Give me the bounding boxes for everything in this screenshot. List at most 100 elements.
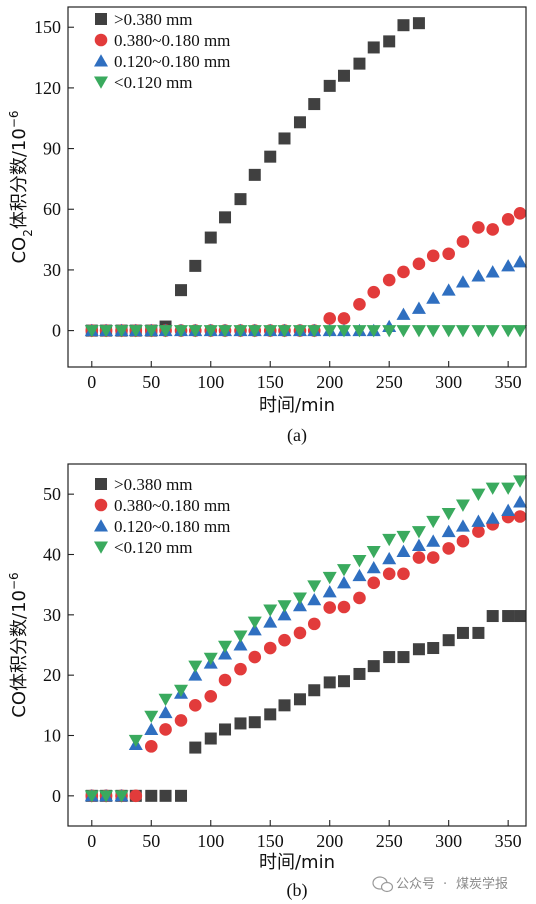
panel-b-legend-marker: [95, 478, 107, 490]
panel-b-data-point: [308, 684, 321, 697]
panel-b-data-point: [264, 708, 277, 721]
panel-a-data-point: [308, 98, 321, 111]
panel-a-data-point: [218, 325, 233, 338]
panel-a-y-tick-label: 90: [43, 139, 61, 159]
panel-a-data-point: [99, 325, 114, 338]
panel-b-data-point: [456, 626, 469, 639]
panel-a-data-point: [471, 325, 486, 338]
panel-b-data-point: [323, 601, 337, 614]
panel-b-data-point: [174, 684, 189, 698]
panel-b-data-point: [292, 592, 307, 605]
panel-b-data-point: [129, 789, 143, 803]
panel-a-data-point: [396, 307, 411, 320]
panel-a-data-point: [513, 255, 528, 268]
panel-b-plot-frame: [67, 463, 527, 827]
panel-b-legend-marker: [94, 541, 108, 554]
panel-b-data-point: [485, 482, 500, 495]
panel-b-data-point: [233, 630, 248, 643]
panel-a-data-point: [382, 273, 396, 287]
panel-b-data-point: [455, 499, 470, 512]
panel-b-data-point: [382, 533, 397, 547]
panel-b-data-point: [158, 693, 173, 707]
panel-a-data-point: [501, 259, 516, 272]
watermark-text-a: 公众号: [396, 877, 435, 892]
panel-a-data-point: [411, 301, 426, 314]
panel-b-data-point: [367, 660, 380, 673]
panel-b-data-point: [442, 542, 455, 555]
panel-b-data-point: [307, 617, 321, 631]
panel-b-data-point: [366, 560, 381, 574]
panel-b-data-point: [218, 673, 232, 687]
panel-a-data-point: [204, 231, 217, 244]
panel-b-data-point: [441, 507, 456, 521]
panel-a-data-point: [353, 298, 366, 311]
panel-a-data-point: [188, 325, 203, 338]
panel-b-data-point: [366, 545, 381, 559]
panel-b-data-point: [188, 699, 202, 712]
panel-b-ticks: 0 50 100 150 200 250 300 350 0 10 20 30 40 50: [43, 484, 522, 851]
panel-b-x-tick-label: 200: [316, 831, 343, 851]
panel-a-data-point: [248, 168, 261, 181]
panel-b-data-point: [277, 600, 292, 613]
panel-a-x-tick-label: 200: [316, 372, 343, 392]
panel-a-data-point: [278, 132, 291, 145]
panel-b-x-tick-label: 300: [435, 831, 462, 851]
panel-b-data-point: [513, 495, 528, 508]
panel-b-data-point: [219, 723, 232, 736]
panel-b-data-point: [501, 482, 516, 495]
panel-b-data-point: [353, 667, 366, 680]
panel-a-data-point: [366, 325, 381, 338]
panel-b-y-tick-label: 0: [52, 786, 61, 806]
panel-b-data-point: [307, 580, 322, 593]
panel-a-legend-marker: [94, 54, 108, 67]
panel-b-data-point: [397, 567, 410, 581]
panel-a-data-point: [382, 325, 397, 338]
panel-a-data-point: [456, 235, 470, 248]
panel-b-data-point: [337, 675, 350, 688]
panel-a-legend-label: >0.380 mm: [114, 10, 193, 29]
panel-a-data-point: [441, 283, 456, 296]
panel-a-y-tick-label: 150: [34, 17, 61, 37]
panel-b-data-point: [234, 717, 247, 730]
panel-a-data-point: [114, 325, 129, 338]
panel-a-series-3: [84, 325, 528, 338]
panel-a-data-point: [486, 223, 499, 236]
panel-b-data-point: [456, 534, 470, 548]
panel-b-data-point: [441, 524, 456, 538]
panel-b-data-point: [159, 723, 172, 736]
panel-a-data-point: [367, 285, 381, 299]
panel-a-data-point: [455, 325, 470, 338]
panel-a-data-point: [174, 325, 189, 338]
panel-b-data-point: [278, 699, 291, 712]
panel-b-data-point: [514, 610, 527, 623]
panel-a-y-axis-title: CO2体积分数/10−6: [7, 110, 35, 263]
watermark: 公众号 · 煤炭学报: [372, 876, 508, 893]
panel-b-x-tick-label: 50: [142, 831, 160, 851]
panel-b-data-point: [382, 567, 396, 581]
panel-b-data-point: [292, 598, 307, 612]
panel-b-data-marks: [84, 475, 528, 803]
panel-b-data-point: [277, 608, 292, 621]
panel-a-data-point: [219, 211, 232, 224]
panel-b-x-axis-title: 时间/min: [259, 852, 335, 873]
panel-a-x-axis-title: 时间/min: [259, 395, 335, 416]
panel-b-data-point: [411, 538, 426, 551]
panel-b-data-point: [367, 576, 381, 590]
panel-b-legend-label: >0.380 mm: [114, 475, 193, 494]
panel-b-data-point: [353, 591, 366, 605]
panel-b-x-tick-label: 350: [495, 831, 522, 851]
panel-b-data-point: [128, 734, 143, 748]
panel-b-data-point: [144, 740, 158, 753]
panel-b-legend: >0.380 mm 0.380~0.180 mm 0.120~0.180 mm <0.…: [94, 475, 230, 557]
panel-b-data-point: [204, 732, 217, 745]
panel-b-data-point: [383, 651, 396, 664]
panel-b-data-point: [472, 525, 485, 538]
panel-b-data-point: [189, 741, 202, 754]
panel-b-data-point: [412, 643, 425, 656]
panel-a-data-point: [84, 325, 99, 338]
panel-a-data-point: [158, 325, 173, 338]
panel-b-data-point: [247, 616, 262, 629]
panel-b-data-point: [218, 640, 233, 654]
panel-a-data-point: [412, 257, 426, 271]
panel-a-data-point: [337, 69, 350, 82]
